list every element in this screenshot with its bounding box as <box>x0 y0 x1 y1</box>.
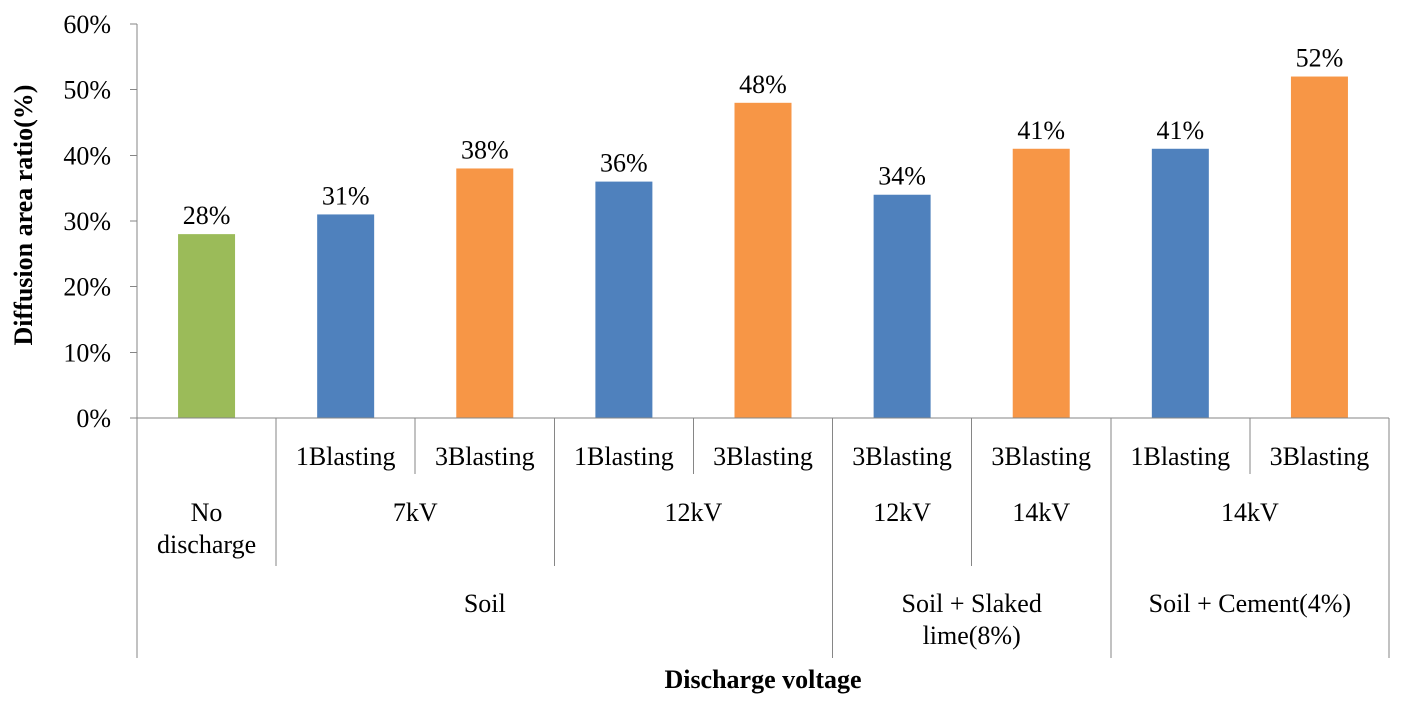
x-category-label: 3Blasting <box>713 442 813 471</box>
bar <box>1151 148 1209 418</box>
x-category-label: 3Blasting <box>991 442 1091 471</box>
data-label: 31% <box>322 181 370 210</box>
x-category-label: 1Blasting <box>1130 442 1230 471</box>
x-supergroup-label: Soil + Cement(4%) <box>1149 589 1351 618</box>
x-category-label: 3Blasting <box>435 442 535 471</box>
bar <box>1012 148 1070 418</box>
y-axis: 0% 10% 20% 30% 40% 50% 60% <box>63 10 138 433</box>
x-group-label: discharge <box>157 530 256 559</box>
x-group-label: 7kV <box>393 498 438 527</box>
data-label: 41% <box>1017 116 1065 145</box>
x-category-label: 3Blasting <box>852 442 952 471</box>
data-label: 52% <box>1296 44 1344 73</box>
x-supergroup-label: Soil <box>464 589 506 618</box>
data-label: 41% <box>1156 116 1204 145</box>
data-label: 36% <box>600 149 648 178</box>
data-label: 34% <box>878 162 926 191</box>
data-label: 28% <box>183 201 231 230</box>
x-group-label: 12kV <box>873 498 931 527</box>
bar <box>1290 76 1348 419</box>
bar <box>595 181 653 418</box>
y-tick-label: 30% <box>63 207 111 236</box>
data-label: 38% <box>461 135 509 164</box>
x-supergroup-label: lime(8%) <box>923 621 1021 650</box>
x-group-label: 14kV <box>1221 498 1279 527</box>
bar <box>734 102 792 419</box>
x-category-label: 1Blasting <box>296 442 396 471</box>
data-label: 48% <box>739 70 787 99</box>
y-tick-label: 40% <box>63 141 111 170</box>
bar <box>873 194 931 418</box>
bar <box>178 234 236 418</box>
bar <box>456 168 514 418</box>
x-group-label: No <box>191 498 223 527</box>
y-axis-title: Diffusion area ratio(%) <box>9 85 38 346</box>
x-category-label: 1Blasting <box>574 442 674 471</box>
x-axis: 1Blasting 3Blasting 1Blasting 3Blasting 3Bla… <box>136 417 1390 658</box>
data-labels: 28% 31% 38% 36% 48% 34% 41% 41% 52% <box>183 44 1344 231</box>
y-tick-label: 0% <box>76 404 111 433</box>
bar <box>317 214 375 418</box>
x-group-label: 14kV <box>1012 498 1070 527</box>
y-tick-label: 60% <box>63 10 111 39</box>
y-tick-label: 20% <box>63 273 111 302</box>
x-supergroup-label: Soil + Slaked <box>901 589 1041 618</box>
x-category-label: 3Blasting <box>1270 442 1370 471</box>
x-axis-title: Discharge voltage <box>664 665 861 694</box>
y-tick-label: 50% <box>63 76 111 105</box>
bars <box>178 76 1348 419</box>
x-group-label: 12kV <box>665 498 723 527</box>
y-tick-label: 10% <box>63 338 111 367</box>
